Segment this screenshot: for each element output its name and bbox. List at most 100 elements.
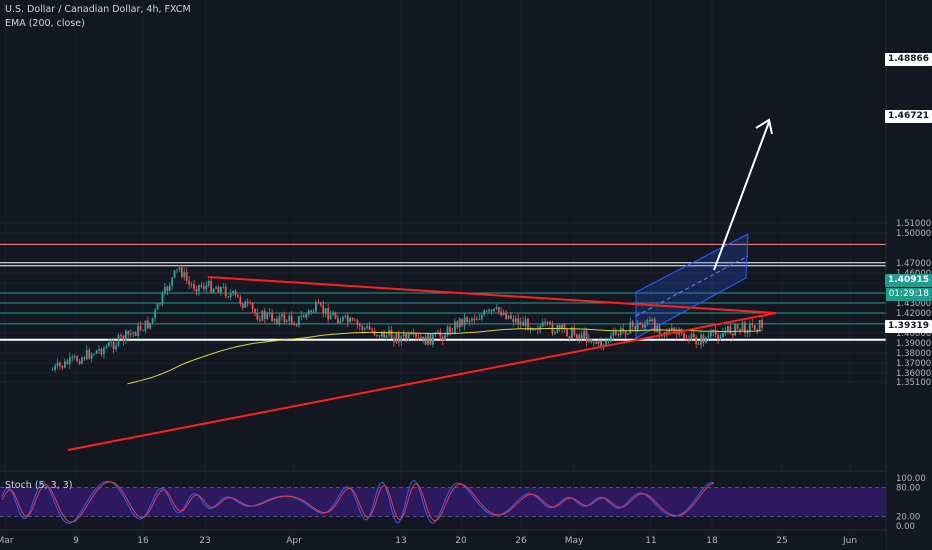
candle-body [103, 347, 105, 355]
candle-body [580, 334, 583, 339]
candle-body [527, 319, 529, 331]
candle-body [351, 318, 354, 320]
candle-body [241, 303, 244, 308]
candle-body [337, 318, 339, 323]
candle-body [59, 362, 61, 366]
candle-body [736, 323, 739, 329]
candle-body [498, 307, 500, 312]
candle-body [458, 318, 461, 328]
candle-body [258, 319, 261, 321]
candle-body [748, 323, 751, 332]
candle-body [142, 330, 144, 332]
price-tick-label: 1.42000 [896, 309, 931, 319]
candle-body [95, 350, 98, 354]
time-tick-label: 20 [455, 536, 467, 546]
candle-body [417, 336, 420, 338]
candle-body [173, 270, 176, 278]
candle-body [166, 286, 169, 291]
price-label-current: 1.40915 [885, 274, 932, 287]
candle-body [629, 321, 632, 334]
candle-body [558, 325, 561, 329]
candle-body [193, 284, 195, 289]
candle-body [705, 337, 707, 343]
candle-body [454, 321, 456, 334]
price-label-resistance: 1.48866 [885, 53, 932, 66]
candle-body [554, 332, 556, 334]
candle-countdown: 01:29:18 [885, 288, 932, 301]
candle-body [727, 326, 729, 332]
candle-body [495, 307, 498, 309]
candle-body [83, 357, 86, 360]
candle-body [578, 334, 581, 340]
time-axis[interactable]: Mar 9 16 23 Apr 13 20 26 May 11 18 25 Jun [0, 529, 886, 550]
candle-body [563, 324, 566, 330]
candle-body [480, 315, 483, 320]
candle-body [700, 334, 702, 345]
candle-body [183, 271, 186, 278]
candle-body [371, 329, 373, 331]
candle-body [688, 339, 690, 341]
candle-body [422, 336, 425, 340]
candle-body [439, 331, 442, 337]
candle-body [246, 301, 249, 303]
candle-body [147, 320, 149, 329]
candle-body [617, 333, 620, 336]
candle-body [549, 321, 551, 324]
candle-body [366, 326, 369, 328]
candle-body [300, 315, 303, 317]
candle-body [120, 335, 122, 337]
candle-body [383, 331, 386, 338]
candle-body [524, 319, 527, 326]
candle-body [648, 319, 651, 322]
candle-body [420, 337, 422, 340]
candle-body [444, 335, 446, 341]
projection-arrow [713, 118, 773, 271]
candle-body [139, 325, 142, 331]
candle-body [178, 267, 181, 270]
candle-body [390, 329, 393, 339]
candle-body [536, 329, 539, 331]
stoch-tick-label: 0.00 [896, 522, 915, 532]
candle-body [507, 315, 510, 319]
candle-body [329, 315, 332, 320]
time-tick-label: 23 [199, 536, 210, 546]
candle-body [719, 337, 722, 340]
candle-body [346, 315, 349, 323]
candle-body [185, 271, 188, 281]
time-axis-bg [0, 530, 886, 550]
candle-body [714, 329, 717, 335]
candle-body [612, 331, 615, 336]
candle-body [466, 317, 468, 322]
candle-body [207, 280, 210, 286]
candle-body [51, 369, 54, 371]
candle-body [373, 330, 376, 336]
candle-body [98, 348, 100, 351]
candle-body [356, 320, 359, 325]
candle-body [424, 336, 427, 345]
candle-body [602, 344, 605, 347]
candle-body [90, 354, 93, 359]
candle-body [744, 322, 746, 334]
candle-body [485, 310, 488, 312]
candle-body [129, 333, 132, 335]
candle-body [614, 331, 617, 334]
ema-line [127, 327, 762, 385]
candle-body [631, 321, 634, 327]
candle-body [249, 302, 252, 304]
candle-body [583, 331, 586, 339]
candle-body [190, 284, 193, 285]
indicator-title: EMA (200, close) [5, 18, 85, 29]
candle-body [634, 326, 637, 330]
candle-body [227, 296, 230, 298]
arrow-head [755, 118, 773, 135]
candle-body [378, 335, 381, 337]
candle-body [256, 312, 259, 320]
candle-body [54, 365, 56, 370]
candle-body [717, 334, 719, 340]
candle-body [753, 325, 756, 330]
candle-body [697, 343, 700, 345]
candle-body [590, 339, 593, 343]
candle-body [505, 312, 507, 319]
stoch-title: Stoch (5, 3, 3) [5, 480, 73, 491]
